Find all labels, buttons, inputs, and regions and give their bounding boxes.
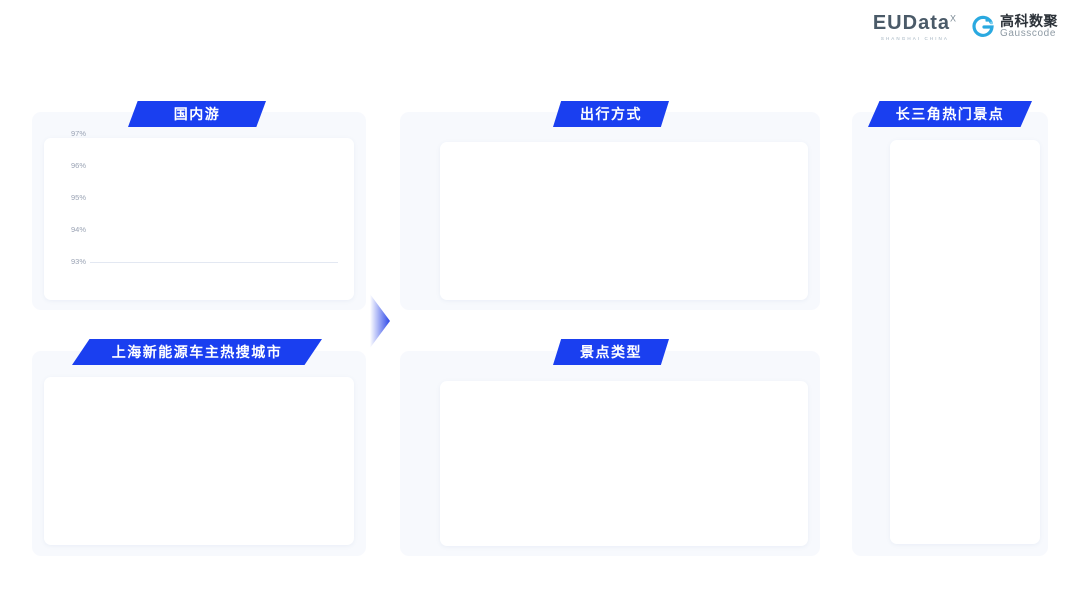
banner-title-hot-search-cities: 上海新能源车主热搜城市 <box>111 344 283 360</box>
chart-hot-search-cities <box>32 351 366 556</box>
y-axis-tick: 97% <box>70 129 86 138</box>
chart-card-attraction-type <box>440 381 808 546</box>
gausscode-en: Gausscode <box>1000 27 1056 39</box>
flow-arrow-icon <box>368 292 394 350</box>
y-axis-tick: 93% <box>70 257 86 266</box>
panel-attraction-type <box>400 351 820 556</box>
banner-title-domestic-travel: 国内游 <box>173 106 221 122</box>
evdata-subtitle: SHANGHAI CHINA <box>880 36 949 41</box>
chart-yangtze-attractions <box>852 112 1048 556</box>
banner-hot-search-cities: 上海新能源车主热搜城市 <box>72 339 322 365</box>
evdata-logo: EUDataX SHANGHAI CHINA <box>873 12 957 41</box>
panel-hot-search-cities <box>32 351 366 556</box>
x-axis-baseline <box>90 262 338 263</box>
chart-card-travel-mode <box>440 142 808 300</box>
banner-title-travel-mode: 出行方式 <box>580 106 642 122</box>
brand-logos: EUDataX SHANGHAI CHINA 高科数聚 Gausscode <box>873 12 1058 41</box>
gausscode-mark-icon <box>971 15 995 39</box>
chart-card-yangtze-attractions <box>890 140 1040 544</box>
banner-title-attraction-type: 景点类型 <box>580 344 642 360</box>
gausscode-cn: 高科数聚 <box>1000 12 1058 29</box>
chart-card-hot-search-cities <box>44 377 354 545</box>
evdata-wordmark: EUDataX <box>873 12 957 35</box>
gausscode-logo: 高科数聚 Gausscode <box>971 14 1058 39</box>
panel-travel-mode <box>400 112 820 310</box>
y-axis-tick: 95% <box>70 193 86 202</box>
banner-travel-mode: 出行方式 <box>553 101 669 127</box>
evdata-superscript: X <box>949 13 957 24</box>
chart-card-domestic-travel <box>44 138 354 300</box>
banner-domestic-travel: 国内游 <box>128 101 266 127</box>
y-axis-tick: 94% <box>70 225 86 234</box>
y-axis-tick: 96% <box>70 161 86 170</box>
chart-domestic-travel: 93% 94% 95% 96% 97% <box>32 112 366 310</box>
banner-yangtze-attractions: 长三角热门景点 <box>868 101 1032 127</box>
banner-title-yangtze-attractions: 长三角热门景点 <box>895 106 1005 122</box>
evdata-name: EUData <box>872 12 950 34</box>
banner-attraction-type: 景点类型 <box>553 339 669 365</box>
panel-yangtze-attractions <box>852 112 1048 556</box>
panel-domestic-travel <box>32 112 366 310</box>
chart-travel-mode <box>400 112 820 310</box>
gausscode-text: 高科数聚 Gausscode <box>1000 14 1058 39</box>
chart-attraction-type <box>400 351 820 556</box>
